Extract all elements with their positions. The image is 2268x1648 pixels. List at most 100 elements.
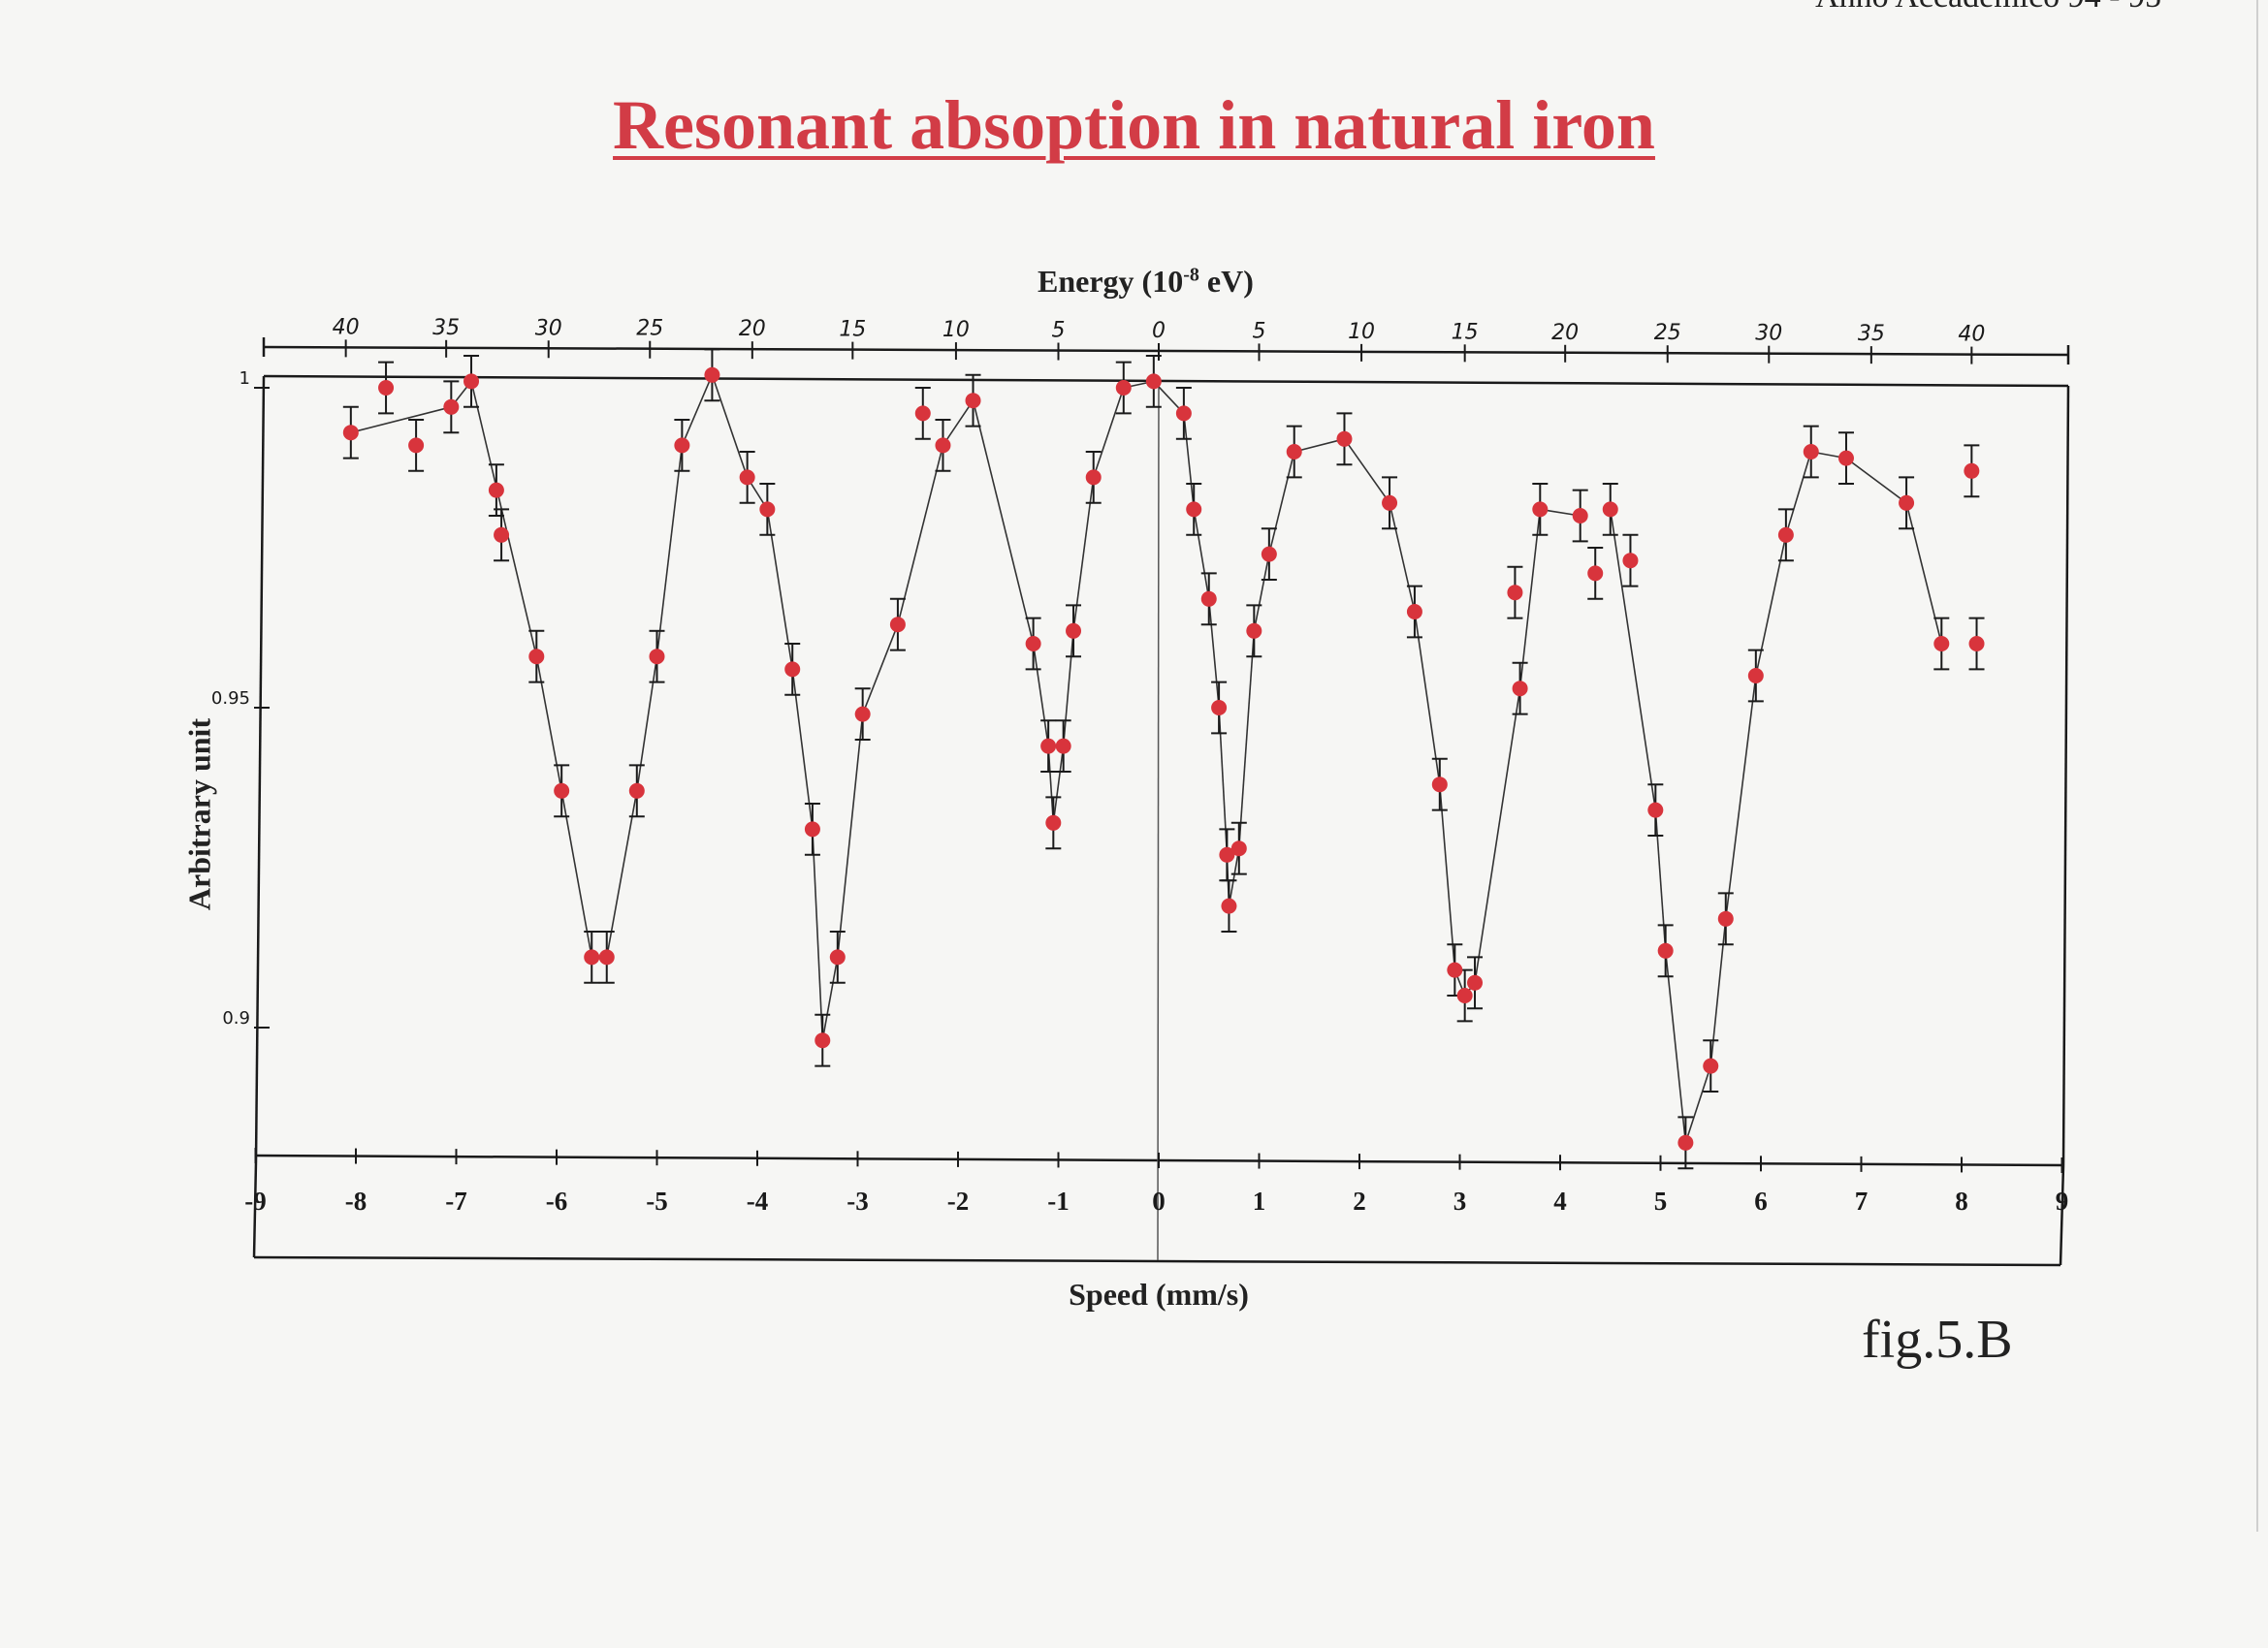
data-point (1456, 988, 1473, 1003)
y-tick-label: 1 (240, 368, 250, 389)
data-point (342, 425, 359, 441)
top-axis-label: Energy (10-8 eV) (1038, 264, 1254, 300)
x-tick-label: 7 (1855, 1187, 1869, 1216)
data-point (804, 821, 820, 838)
data-point (935, 437, 951, 454)
energy-tick-label: 20 (1551, 321, 1579, 345)
data-point (494, 526, 510, 543)
energy-tick-label: 10 (942, 318, 970, 342)
data-point (1532, 501, 1549, 518)
zero-line (1157, 379, 1160, 1261)
data-point (1261, 546, 1277, 562)
top-axis-label-exponent: -8 (1183, 264, 1199, 286)
connector-line (1709, 918, 1727, 1066)
connector-line (897, 445, 944, 625)
connector-line (655, 445, 684, 657)
x-tick-label: -7 (445, 1187, 467, 1216)
x-tick-label: 3 (1453, 1187, 1467, 1216)
data-point (1045, 814, 1062, 831)
data-point (528, 649, 545, 665)
connector-line (1183, 413, 1196, 510)
data-point (815, 1032, 831, 1049)
data-point (1572, 508, 1588, 523)
x-tick-label: 5 (1654, 1187, 1668, 1216)
x-axis-label: Speed (mm/s) (1069, 1277, 1249, 1312)
data-point (1602, 501, 1618, 518)
data-point (1382, 494, 1398, 511)
x-tick-label: 2 (1353, 1187, 1366, 1216)
connector-line (972, 400, 1035, 645)
data-point (674, 437, 690, 454)
connector-line (1343, 438, 1390, 504)
connector-line (1032, 643, 1049, 746)
data-point (1040, 738, 1057, 754)
data-point (1200, 590, 1217, 607)
data-point (378, 380, 395, 396)
energy-tick-label: 25 (1654, 321, 1681, 345)
connector-line (636, 656, 658, 791)
data-point (1964, 462, 1980, 479)
energy-tick-label: 15 (1452, 320, 1479, 344)
label-box-right (2059, 1164, 2065, 1266)
error-bars (342, 348, 1985, 1170)
x-axis: -9 -8 -7 -6 -5 -4 -3 -2 -1 0 1 2 3 4 5 6 7 8 9 (244, 1147, 2068, 1216)
data-point (889, 617, 906, 633)
y-tick-label: 0.95 (211, 688, 250, 709)
connector-line (1755, 534, 1787, 677)
data-point (1145, 373, 1162, 390)
figure-label: fig.5.B (1862, 1310, 2013, 1370)
data-point (1186, 501, 1202, 518)
connector-line (1207, 598, 1220, 709)
connector-line (1518, 509, 1542, 689)
connector-line (821, 957, 839, 1041)
data-point (965, 393, 981, 409)
data-point (1336, 430, 1353, 447)
data-point (1968, 636, 1985, 651)
connector-line (1439, 784, 1456, 970)
data-point (1066, 622, 1082, 639)
connector-line (1664, 950, 1687, 1143)
data-point (649, 649, 665, 665)
plot-frame-top (263, 374, 2069, 388)
data-point (1085, 469, 1102, 486)
connector-line (1218, 707, 1229, 855)
x-tick-label: -8 (345, 1187, 367, 1216)
data-point (1622, 553, 1639, 569)
data-point (1777, 526, 1794, 543)
data-point (1647, 802, 1664, 818)
energy-tick-label: 40 (1958, 323, 1985, 347)
data-point (1677, 1134, 1694, 1151)
connector-line (605, 790, 638, 958)
plot-frame-left (254, 375, 266, 1162)
label-box-bottom (253, 1255, 2061, 1267)
data-point (1246, 622, 1262, 639)
connector-line (350, 406, 452, 433)
data-point (1717, 910, 1734, 927)
y-tick-label: 0.9 (222, 1008, 250, 1029)
connector-line (1268, 451, 1295, 555)
scan-edge-divider (2256, 0, 2258, 1532)
data-point (1219, 846, 1235, 863)
energy-axis-line (263, 345, 2069, 357)
x-tick-label: -9 (244, 1187, 267, 1216)
connector-line (1684, 1065, 1712, 1144)
connector-line (1062, 630, 1074, 746)
data-point (1747, 668, 1764, 683)
connector-line (1052, 745, 1065, 823)
data-point (1286, 444, 1302, 460)
data-point (628, 782, 645, 799)
data-point (1512, 681, 1528, 697)
connector-line (791, 669, 814, 830)
x-tick-label: -4 (747, 1187, 769, 1216)
chart-frames (252, 374, 2070, 1267)
data-point (584, 949, 600, 966)
data-point (1055, 738, 1071, 754)
page-title: Resonant absoption in natural iron (613, 86, 1655, 164)
data-point (1230, 840, 1247, 857)
connector-line (1092, 387, 1125, 478)
energy-tick-label: 40 (333, 315, 360, 339)
energy-tick-label: 20 (739, 317, 766, 341)
data-point (463, 373, 480, 390)
data-point (598, 949, 615, 966)
